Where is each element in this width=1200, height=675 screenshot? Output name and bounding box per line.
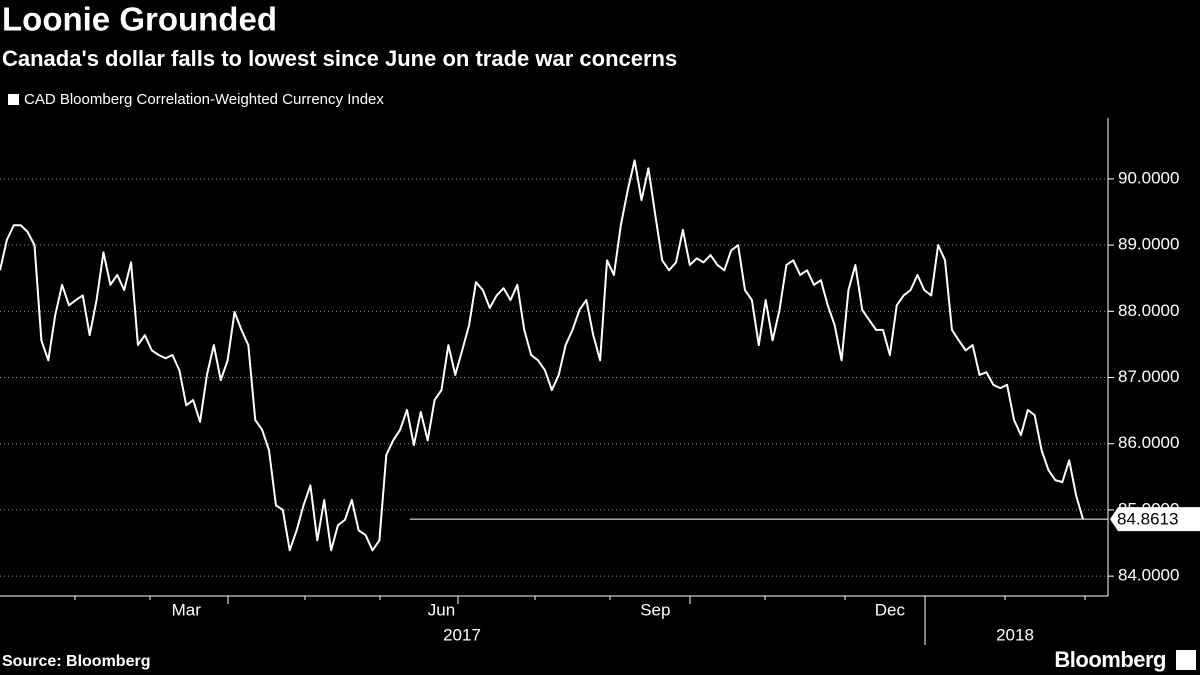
legend-swatch bbox=[8, 94, 19, 105]
brand-logo: Bloomberg bbox=[1054, 647, 1166, 672]
year-label: 2018 bbox=[996, 625, 1034, 644]
last-value-tag bbox=[1110, 507, 1200, 532]
x-tick-label: Jun bbox=[428, 600, 455, 619]
year-label: 2017 bbox=[443, 625, 481, 644]
data-line bbox=[0, 159, 1084, 552]
chart-title: Loonie Grounded bbox=[2, 1, 277, 38]
y-tick-label: 86.0000 bbox=[1118, 433, 1179, 452]
last-value-label: 84.8613 bbox=[1117, 510, 1178, 529]
y-tick-label: 84.0000 bbox=[1118, 566, 1179, 585]
brand-icon bbox=[1176, 650, 1196, 670]
y-tick-label: 87.0000 bbox=[1118, 367, 1179, 386]
y-tick-label: 90.0000 bbox=[1118, 168, 1179, 187]
y-tick-label: 88.0000 bbox=[1118, 301, 1179, 320]
plot-area: 84.000085.000086.000087.000088.000089.00… bbox=[0, 159, 1200, 644]
x-tick-label: Sep bbox=[640, 600, 670, 619]
x-axis-ticks bbox=[74, 596, 1086, 645]
legend-label: CAD Bloomberg Correlation-Weighted Curre… bbox=[24, 91, 384, 108]
chart-subtitle: Canada's dollar falls to lowest since Ju… bbox=[2, 46, 677, 71]
x-tick-label: Mar bbox=[172, 600, 202, 619]
x-tick-label: Dec bbox=[875, 600, 906, 619]
source-note: Source: Bloomberg bbox=[2, 653, 150, 670]
y-tick-label: 89.0000 bbox=[1118, 235, 1179, 254]
